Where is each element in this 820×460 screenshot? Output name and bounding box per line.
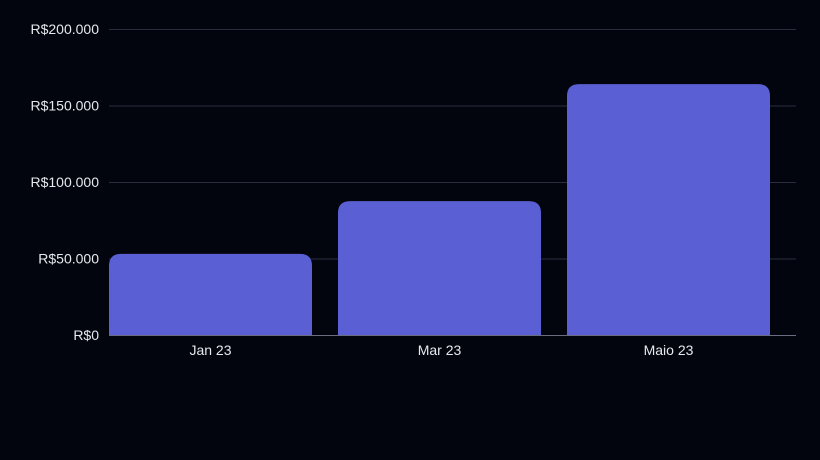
x-tick-label: Maio 23 xyxy=(644,342,694,358)
bar-mar-23 xyxy=(338,201,541,335)
x-tick-label: Mar 23 xyxy=(418,342,462,358)
bars xyxy=(109,84,770,335)
y-tick-label: R$50.000 xyxy=(38,251,99,267)
y-tick-label: R$150.000 xyxy=(30,98,99,114)
y-axis-tick-labels: R$0 R$50.000 R$100.000 R$150.000 R$200.000 xyxy=(30,21,99,343)
y-tick-label: R$0 xyxy=(73,327,99,343)
bar-jan-23 xyxy=(109,253,312,335)
y-tick-label: R$200.000 xyxy=(30,21,99,37)
x-axis-category-labels: Jan 23 Mar 23 Maio 23 xyxy=(189,342,693,358)
x-tick-label: Jan 23 xyxy=(189,342,231,358)
bar-maio-23 xyxy=(567,84,770,335)
y-tick-label: R$100.000 xyxy=(30,174,99,190)
